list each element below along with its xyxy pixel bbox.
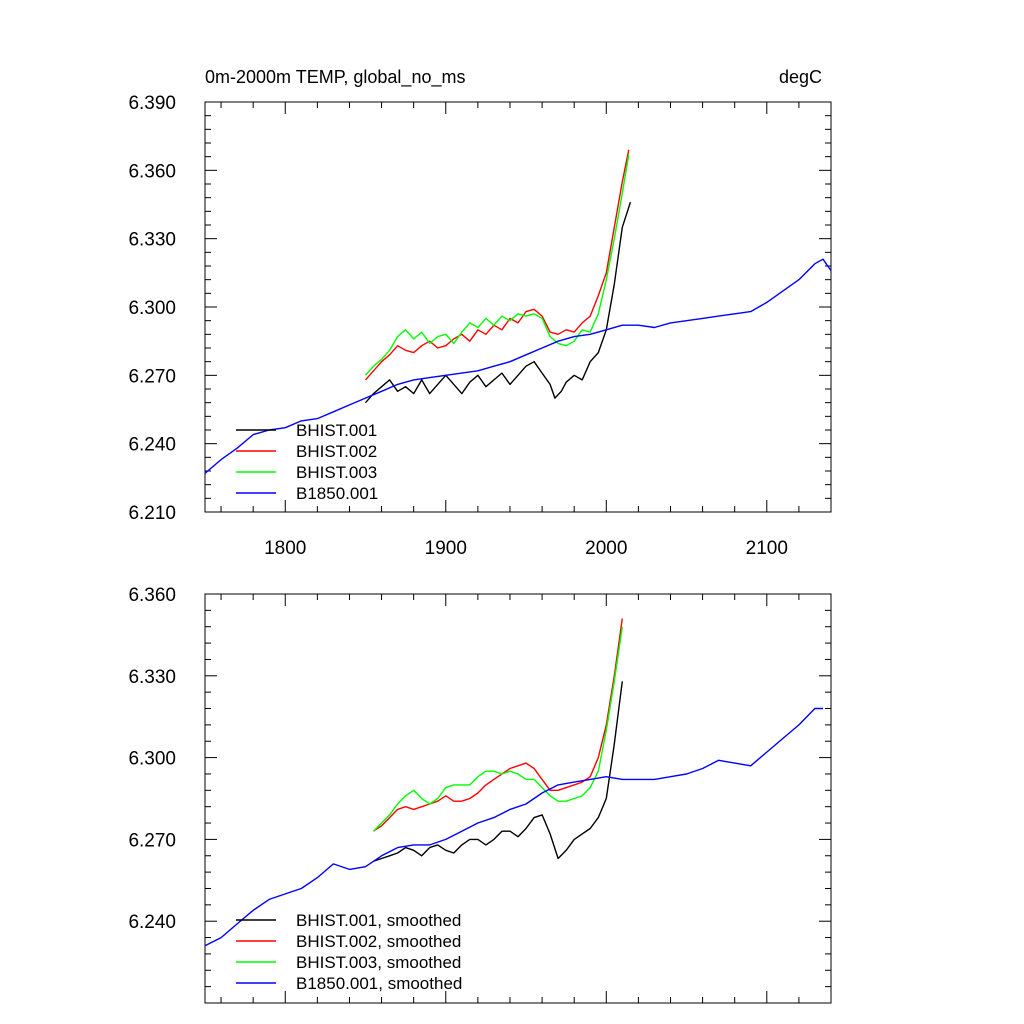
legend-label: BHIST.002 <box>296 442 377 461</box>
top-panel: 0m-2000m TEMP, global_no_ms degC 6.210 6.… <box>128 67 832 559</box>
y-tick-label: 6.390 <box>128 93 176 114</box>
series-line-bhist-003 <box>364 154 630 376</box>
series-line-bhist-001-smoothed <box>373 681 623 862</box>
series-line-bhist-001 <box>364 201 632 404</box>
legend-label: BHIST.003 <box>296 463 377 482</box>
panel-units: degC <box>779 67 822 87</box>
plot-frame <box>204 593 832 1004</box>
x-tick-label: 2100 <box>746 538 788 559</box>
y-tick-label: 6.330 <box>128 667 176 688</box>
y-tick-label: 6.360 <box>128 585 176 606</box>
y-tick-label: 6.240 <box>128 435 176 456</box>
series-line-b1850-001-smoothed <box>204 707 823 947</box>
legend-label: BHIST.001 <box>296 421 377 440</box>
x-tick-label: 2000 <box>585 538 627 559</box>
series-line-b1850-001 <box>204 258 832 474</box>
y-tick-label: 6.300 <box>128 298 176 319</box>
y-tick-label: 6.210 <box>128 503 176 524</box>
legend-label: B1850.001, smoothed <box>296 974 462 993</box>
legend-label: BHIST.002, smoothed <box>296 932 461 951</box>
x-tick-label: 1900 <box>425 538 467 559</box>
y-tick-label: 6.240 <box>128 912 176 933</box>
series-line-bhist-002 <box>364 149 630 381</box>
legend-label: BHIST.001, smoothed <box>296 911 461 930</box>
series-line-bhist-003-smoothed <box>373 626 623 832</box>
y-tick-label: 6.330 <box>128 230 176 251</box>
panel-title: 0m-2000m TEMP, global_no_ms <box>205 67 465 88</box>
x-tick-label: 1800 <box>264 538 306 559</box>
legend-label: BHIST.003, smoothed <box>296 953 461 972</box>
y-tick-label: 6.270 <box>128 366 176 387</box>
series-line-bhist-002-smoothed <box>373 618 623 832</box>
y-tick-label: 6.270 <box>128 830 176 851</box>
y-tick-label: 6.360 <box>128 161 176 182</box>
legend-label: B1850.001 <box>296 484 378 503</box>
y-tick-label: 6.300 <box>128 749 176 770</box>
bottom-panel: 6.240 6.270 6.300 6.330 6.360 BHIST.001, smoo… <box>128 585 832 1004</box>
